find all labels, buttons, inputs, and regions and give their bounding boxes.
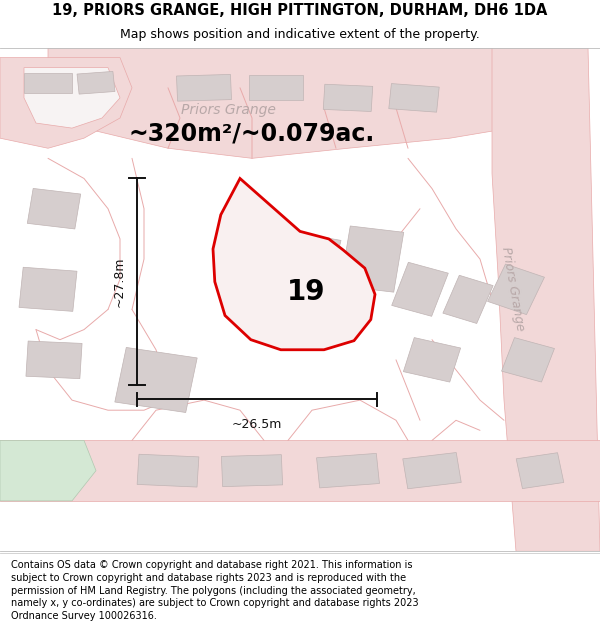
Polygon shape xyxy=(221,454,283,487)
Polygon shape xyxy=(392,262,448,316)
Polygon shape xyxy=(259,229,341,309)
Polygon shape xyxy=(0,441,600,501)
Polygon shape xyxy=(249,75,303,101)
Polygon shape xyxy=(317,453,379,488)
Polygon shape xyxy=(115,348,197,413)
Text: ~26.5m: ~26.5m xyxy=(232,418,282,431)
Text: Contains OS data © Crown copyright and database right 2021. This information is
: Contains OS data © Crown copyright and d… xyxy=(11,560,418,621)
Text: Priors Grange: Priors Grange xyxy=(499,246,527,332)
Polygon shape xyxy=(0,441,96,501)
Polygon shape xyxy=(0,58,132,148)
Text: Map shows position and indicative extent of the property.: Map shows position and indicative extent… xyxy=(120,28,480,41)
Polygon shape xyxy=(403,452,461,489)
Polygon shape xyxy=(24,72,72,93)
Polygon shape xyxy=(77,71,115,94)
Polygon shape xyxy=(176,74,232,101)
Polygon shape xyxy=(492,48,600,551)
Polygon shape xyxy=(389,84,439,112)
Polygon shape xyxy=(48,48,570,158)
Polygon shape xyxy=(403,338,461,382)
Polygon shape xyxy=(137,454,199,487)
Polygon shape xyxy=(28,188,80,229)
Text: ~27.8m: ~27.8m xyxy=(113,256,126,307)
Text: 19, PRIORS GRANGE, HIGH PITTINGTON, DURHAM, DH6 1DA: 19, PRIORS GRANGE, HIGH PITTINGTON, DURH… xyxy=(52,3,548,18)
Text: Priors Grange: Priors Grange xyxy=(181,103,275,117)
Polygon shape xyxy=(488,264,544,314)
Polygon shape xyxy=(516,452,564,489)
Polygon shape xyxy=(323,84,373,111)
Polygon shape xyxy=(340,226,404,292)
Polygon shape xyxy=(24,68,120,128)
Text: ~320m²/~0.079ac.: ~320m²/~0.079ac. xyxy=(129,121,375,145)
Polygon shape xyxy=(26,341,82,379)
Polygon shape xyxy=(19,268,77,311)
Text: 19: 19 xyxy=(286,278,325,306)
Polygon shape xyxy=(502,338,554,382)
Polygon shape xyxy=(443,275,493,324)
Polygon shape xyxy=(213,179,375,350)
